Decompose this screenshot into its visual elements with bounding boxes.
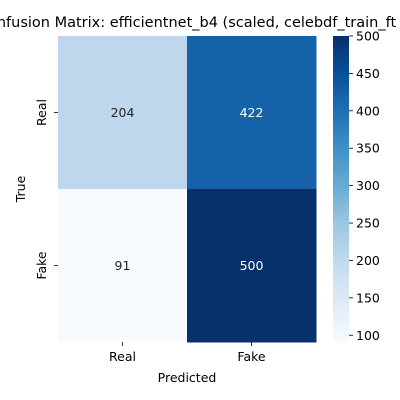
heatmap-cell [58, 189, 188, 343]
colorbar-tick-label: 300 [356, 178, 380, 193]
heatmap-cells: 204 422 91 500 [58, 36, 317, 343]
colorbar-tick-label: 150 [356, 290, 380, 305]
y-tick-label: Real [34, 99, 49, 126]
colorbar-ticks: 100 150 200 250 300 350 400 450 500 [349, 29, 380, 343]
y-tick-labels: Real Fake [34, 99, 58, 280]
y-axis-label: True [13, 175, 28, 203]
colorbar-tick-label: 350 [356, 141, 380, 156]
cell-value-label: 422 [240, 105, 264, 120]
colorbar-tick-label: 400 [356, 103, 380, 118]
x-tick-labels: Real Fake [109, 342, 266, 364]
colorbar [333, 36, 349, 342]
colorbar-tick-label: 450 [356, 66, 380, 81]
heatmap-cell [58, 36, 188, 190]
cell-value-label: 500 [240, 258, 264, 273]
colorbar-tick-label: 200 [356, 253, 380, 268]
cell-value-label: 204 [111, 105, 135, 120]
colorbar-tick-label: 500 [356, 29, 380, 44]
x-tick-label: Fake [237, 349, 265, 364]
cell-value-label: 91 [115, 258, 131, 273]
heatmap-cell [187, 36, 317, 190]
x-axis-label: Predicted [158, 370, 217, 385]
y-tick-label: Fake [34, 251, 49, 279]
heatmap-cell [187, 189, 317, 343]
colorbar-tick-label: 250 [356, 216, 380, 231]
chart-title: Confusion Matrix: efficientnet_b4 (scale… [0, 15, 396, 31]
x-tick-label: Real [109, 349, 136, 364]
colorbar-tick-label: 100 [356, 328, 380, 343]
